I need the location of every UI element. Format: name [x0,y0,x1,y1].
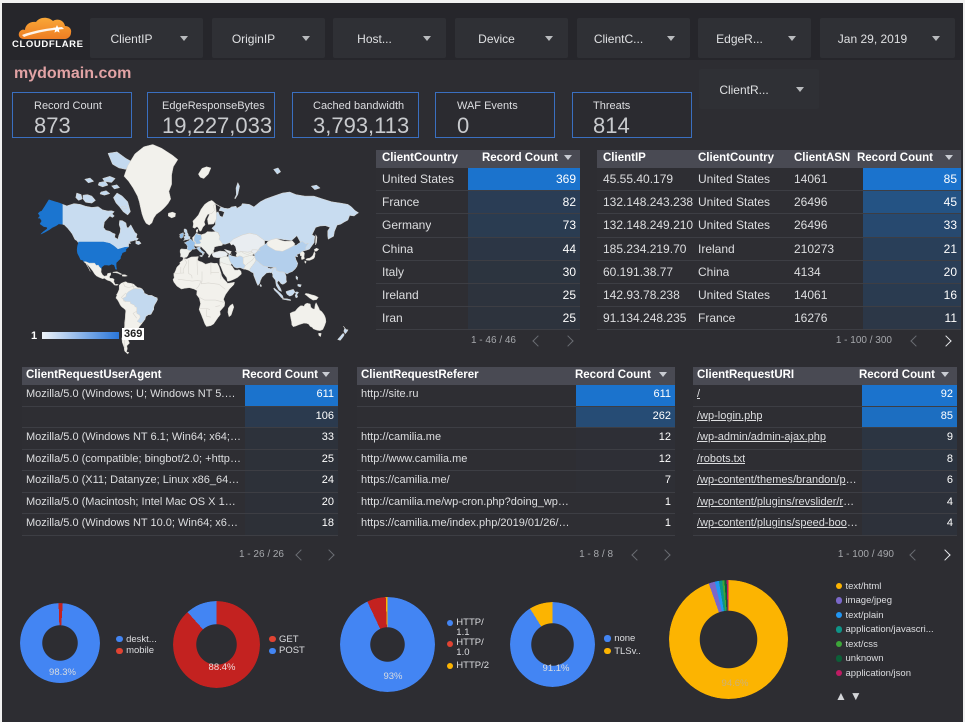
svg-text:CLOUDFLARE: CLOUDFLARE [12,39,84,49]
